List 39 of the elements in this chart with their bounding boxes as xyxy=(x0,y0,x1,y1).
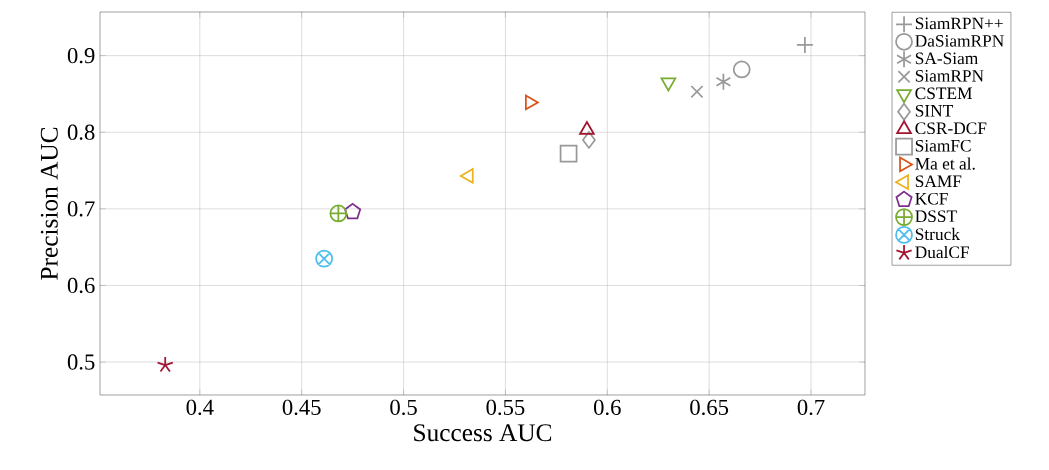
legend-label: DualCF xyxy=(915,245,969,259)
point xyxy=(582,131,596,149)
x-tick-label: 0.5 xyxy=(390,399,417,416)
legend-label: CSR-DCF xyxy=(915,122,987,135)
legend-label: Struck xyxy=(915,227,960,241)
legend-label: SiamRPN++ xyxy=(915,17,1003,30)
legend-label: DSST xyxy=(915,210,957,223)
x-tick-label: 0.55 xyxy=(486,399,525,416)
point xyxy=(344,203,362,220)
point xyxy=(732,60,751,79)
legend-label: SINT xyxy=(915,104,953,117)
point xyxy=(559,144,578,163)
legend-label: CSTEM xyxy=(915,87,972,100)
x-tick-label: 0.7 xyxy=(797,399,825,416)
legend-label: KCF xyxy=(915,192,948,205)
point xyxy=(690,85,704,99)
point xyxy=(715,72,732,91)
x-axis-title: Success AUC xyxy=(414,424,552,442)
point xyxy=(329,204,348,223)
y-tick-label: 0.5 xyxy=(67,354,95,370)
x-tick-label: 0.6 xyxy=(593,399,621,416)
point xyxy=(660,77,677,92)
y-tick-label: 0.9 xyxy=(67,47,95,64)
legend-label: SA-Siam xyxy=(915,52,978,65)
point xyxy=(579,121,595,135)
legend-label: SiamRPN xyxy=(915,70,984,82)
y-axis-title: Precision AUC xyxy=(40,127,58,280)
x-tick-label: 0.65 xyxy=(690,399,729,416)
legend-label: SiamFC xyxy=(915,139,971,152)
legend-label: Ma et al. xyxy=(915,157,975,170)
point xyxy=(156,356,174,373)
x-tick-label: 0.45 xyxy=(282,399,321,416)
y-tick-label: 0.6 xyxy=(67,277,95,294)
legend-label: SAMF xyxy=(915,175,962,188)
x-tick-label: 0.4 xyxy=(186,399,214,416)
point xyxy=(315,249,333,268)
legend-label: DaSiamRPN xyxy=(915,35,1004,47)
y-tick-label: 0.7 xyxy=(67,201,95,217)
y-tick-label: 0.8 xyxy=(67,124,95,140)
